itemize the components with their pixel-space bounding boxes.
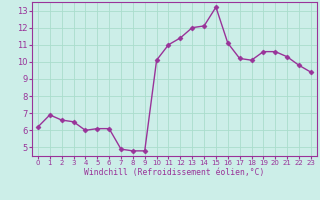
X-axis label: Windchill (Refroidissement éolien,°C): Windchill (Refroidissement éolien,°C) (84, 168, 265, 177)
